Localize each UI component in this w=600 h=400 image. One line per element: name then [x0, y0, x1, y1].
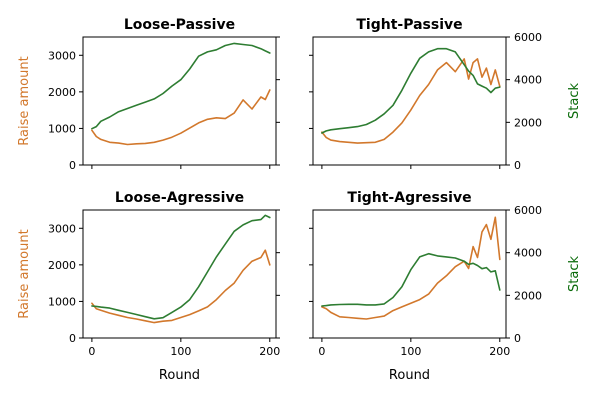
plot-frame [82, 36, 277, 166]
chart-panel-3: Loose-Agressive 0 100 200 Round 0 1000 2000 3000… [17, 190, 280, 383]
left-y-axis-label: Raise amount [17, 229, 32, 318]
left-y-tick-label: 0 [69, 332, 76, 345]
x-tick-label: 200 [259, 345, 280, 358]
x-tick-label: 200 [489, 345, 510, 358]
right-y-tick-label: 0 [514, 332, 521, 345]
raise-amount-line [321, 58, 501, 144]
chart-panel-2: Tight-Passive 0 2000 4000 6000 Stack [309, 17, 582, 172]
panel-title: Loose-Agressive [115, 190, 244, 206]
right-y-tick-label: 0 [514, 159, 521, 172]
right-y-tick-label: 6000 [514, 31, 542, 44]
x-tick-label: 0 [88, 345, 95, 358]
plot-frame [82, 209, 277, 339]
x-axis-label: Round [159, 368, 200, 383]
plot-frame [312, 209, 507, 339]
left-y-tick-label: 1000 [48, 295, 76, 308]
left-y-tick-label: 3000 [48, 222, 76, 235]
stack-line [91, 42, 271, 130]
left-y-axis-label: Raise amount [17, 56, 32, 145]
chart-panel-1: Loose-Passive 0 1000 2000 3000 Raise amount [17, 17, 280, 172]
right-y-axis-label: Stack [567, 83, 582, 119]
left-y-tick-label: 2000 [48, 86, 76, 99]
left-y-tick-label: 2000 [48, 259, 76, 272]
right-y-axis-label: Stack [567, 256, 582, 292]
left-y-tick-label: 1000 [48, 122, 76, 135]
x-tick-label: 100 [170, 345, 191, 358]
panel-title: Tight-Agressive [347, 190, 471, 206]
stack-line [91, 214, 271, 320]
stack-line [321, 47, 501, 134]
right-y-tick-label: 6000 [514, 204, 542, 217]
x-tick-label: 0 [318, 345, 325, 358]
panel-title: Loose-Passive [124, 17, 235, 33]
raise-amount-line [91, 89, 271, 146]
right-y-tick-label: 2000 [514, 116, 542, 129]
right-y-tick-label: 4000 [514, 74, 542, 87]
x-axis-label: Round [389, 368, 430, 383]
plot-frame [312, 36, 507, 166]
raise-amount-line [91, 249, 271, 324]
right-y-tick-label: 2000 [514, 289, 542, 302]
left-y-tick-label: 0 [69, 159, 76, 172]
raise-amount-line [321, 216, 501, 320]
chart-panel-4: Tight-Agressive 0 100 200 Round 0 2000 4000 6000… [309, 190, 582, 383]
left-y-tick-label: 3000 [48, 49, 76, 62]
stack-line [321, 252, 501, 307]
x-tick-label: 100 [400, 345, 421, 358]
panel-title: Tight-Passive [356, 17, 462, 33]
right-y-tick-label: 4000 [514, 247, 542, 260]
